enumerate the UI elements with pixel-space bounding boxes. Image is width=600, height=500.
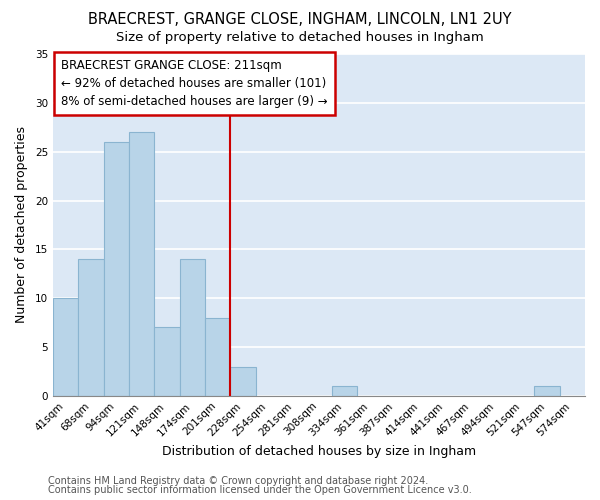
- Text: Contains HM Land Registry data © Crown copyright and database right 2024.: Contains HM Land Registry data © Crown c…: [48, 476, 428, 486]
- Text: BRAECREST GRANGE CLOSE: 211sqm
← 92% of detached houses are smaller (101)
8% of : BRAECREST GRANGE CLOSE: 211sqm ← 92% of …: [61, 59, 328, 108]
- Bar: [332, 386, 357, 396]
- Text: Size of property relative to detached houses in Ingham: Size of property relative to detached ho…: [116, 31, 484, 44]
- Bar: [180, 259, 205, 396]
- Bar: [154, 328, 180, 396]
- X-axis label: Distribution of detached houses by size in Ingham: Distribution of detached houses by size …: [162, 444, 476, 458]
- Y-axis label: Number of detached properties: Number of detached properties: [15, 126, 28, 324]
- Bar: [104, 142, 129, 396]
- Bar: [535, 386, 560, 396]
- Bar: [79, 259, 104, 396]
- Bar: [205, 318, 230, 396]
- Text: Contains public sector information licensed under the Open Government Licence v3: Contains public sector information licen…: [48, 485, 472, 495]
- Bar: [230, 366, 256, 396]
- Bar: [53, 298, 79, 396]
- Bar: [129, 132, 154, 396]
- Text: BRAECREST, GRANGE CLOSE, INGHAM, LINCOLN, LN1 2UY: BRAECREST, GRANGE CLOSE, INGHAM, LINCOLN…: [88, 12, 512, 28]
